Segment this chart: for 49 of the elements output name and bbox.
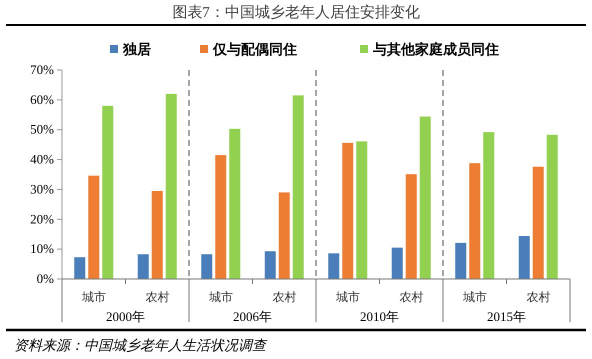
x-tick-label: 城市 <box>80 290 106 304</box>
bar <box>166 94 177 279</box>
y-tick-label: 60% <box>30 92 54 107</box>
y-tick-label: 30% <box>30 181 54 196</box>
bar <box>229 128 240 279</box>
bar <box>532 166 544 279</box>
text: 2010年 <box>360 309 399 324</box>
bar <box>74 257 86 279</box>
bar <box>392 248 403 279</box>
text: 资料来源：中国城乡老年人生活状况调查 <box>14 338 268 354</box>
x-tick-label: 城市 <box>208 290 233 304</box>
bar <box>483 132 494 279</box>
y-tick-label: 0% <box>36 271 54 286</box>
bar <box>88 176 100 279</box>
bar <box>546 134 558 279</box>
x-tick-label: 农村 <box>526 290 550 304</box>
y-tick-label: 20% <box>30 211 54 226</box>
y-tick-label: 10% <box>30 241 54 256</box>
bar <box>342 142 354 279</box>
bar <box>215 155 226 279</box>
legend-label: 独居 <box>122 42 151 58</box>
x-tick-label: 农村 <box>272 290 296 304</box>
y-tick-label: 70% <box>30 62 54 77</box>
bar <box>292 95 304 279</box>
bar <box>264 251 276 279</box>
bar <box>455 242 466 279</box>
bar <box>138 254 149 279</box>
bar <box>201 254 212 279</box>
chart-title: 图表7：中国城乡老年人居住安排变化 <box>172 4 420 21</box>
bar <box>518 236 530 279</box>
y-tick-label: 40% <box>30 152 54 167</box>
bar <box>356 141 368 279</box>
bar <box>328 253 340 279</box>
x-tick-label: 城市 <box>462 290 487 304</box>
bar <box>102 106 114 279</box>
bar <box>420 116 431 279</box>
x-tick-label: 农村 <box>399 290 424 304</box>
text: 2015年 <box>487 309 526 324</box>
text: 2006年 <box>233 309 272 324</box>
bar <box>469 163 480 279</box>
bar <box>406 174 417 279</box>
legend-label: 仅与配偶同住 <box>212 42 297 58</box>
y-tick-label: 50% <box>30 122 54 137</box>
x-tick-label: 城市 <box>334 290 360 304</box>
x-tick-label: 农村 <box>145 290 170 304</box>
legend-label: 与其他家庭成员同住 <box>372 41 499 58</box>
bar <box>278 192 290 279</box>
text: 2000年 <box>106 309 145 324</box>
bar <box>152 190 163 279</box>
